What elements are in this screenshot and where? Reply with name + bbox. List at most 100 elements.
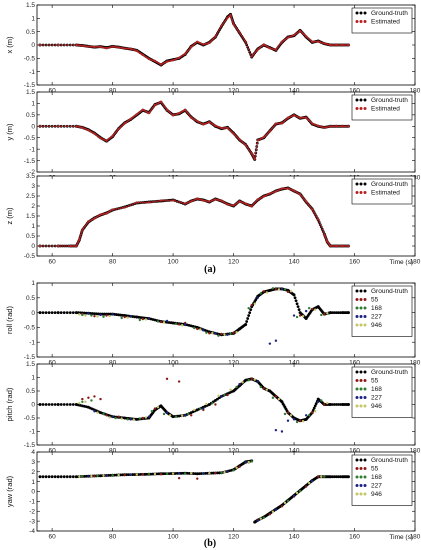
data-point: [165, 472, 169, 475]
y-tick-label: 1: [31, 479, 35, 486]
x-tick-label: 80: [109, 534, 117, 541]
data-point: [250, 460, 253, 463]
data-point: [117, 207, 120, 210]
data-point: [217, 30, 220, 33]
data-point: [50, 311, 54, 314]
y-tick-label: 1.5: [26, 89, 35, 96]
data-point: [96, 315, 99, 318]
x-tick-label: 180: [410, 534, 421, 541]
data-point: [78, 237, 81, 239]
data-point: [187, 472, 191, 475]
data-point: [126, 418, 129, 421]
data-point: [255, 148, 258, 151]
legend-marker: [359, 107, 363, 110]
data-point: [328, 311, 332, 315]
y-tick-label: -1.5: [24, 442, 36, 449]
data-point: [54, 245, 57, 247]
data-point: [254, 154, 257, 157]
data-point: [45, 245, 47, 247]
data-point: [230, 15, 232, 18]
data-point: [245, 43, 248, 46]
data-point: [241, 36, 244, 39]
legend-marker: [355, 370, 359, 374]
data-point: [220, 471, 223, 474]
data-point: [214, 332, 217, 335]
series-168: [81, 379, 323, 424]
data-point: [87, 312, 90, 315]
data-point: [50, 403, 54, 406]
data-point: [294, 299, 298, 303]
data-point: [295, 420, 299, 424]
data-point: [168, 414, 172, 417]
data-point: [144, 318, 148, 321]
data-point: [236, 28, 239, 31]
data-point: [326, 401, 329, 405]
data-point: [56, 403, 60, 406]
x-tick-label: 140: [289, 259, 300, 266]
data-point: [96, 411, 99, 414]
data-point: [59, 475, 63, 479]
x-axis-label: Time (s): [389, 534, 413, 541]
y-tick-label: -1.5: [24, 82, 36, 89]
data-point: [153, 407, 157, 410]
data-point: [123, 473, 126, 477]
data-point: [111, 474, 114, 477]
y-tick-label: 1.5: [26, 2, 35, 9]
data-point: [229, 388, 232, 391]
data-point: [162, 412, 166, 416]
data-point: [274, 339, 278, 342]
data-point: [147, 473, 151, 476]
data-point: [139, 473, 143, 476]
data-point: [151, 472, 155, 476]
y-tick-label: -3: [29, 518, 35, 525]
y-tick-label: 3: [31, 459, 35, 466]
data-point: [246, 45, 249, 48]
data-point: [152, 200, 154, 203]
data-point: [183, 414, 187, 417]
series-168: [81, 287, 323, 337]
data-point: [90, 474, 93, 478]
legend-marker: [363, 379, 367, 382]
legend-marker: [363, 289, 367, 293]
legend-box: [351, 366, 413, 418]
data-point: [105, 314, 108, 317]
series-946: [78, 460, 323, 520]
x-tick-label: 160: [349, 360, 360, 367]
data-point: [347, 244, 350, 248]
data-point: [141, 473, 145, 476]
legend-marker: [359, 484, 363, 487]
data-point: [159, 320, 163, 324]
data-point: [120, 316, 123, 320]
legend-marker: [363, 370, 367, 374]
y-axis-label: x (m): [5, 36, 14, 54]
data-point: [129, 473, 132, 476]
data-point: [90, 399, 93, 402]
data-point: [137, 473, 141, 476]
data-point: [243, 39, 246, 42]
data-point: [50, 475, 54, 479]
data-point: [302, 197, 305, 199]
data-point: [310, 208, 314, 211]
data-point: [193, 408, 196, 412]
data-point: [111, 313, 114, 316]
data-point: [234, 26, 237, 28]
data-point: [67, 245, 70, 247]
data-point: [190, 414, 193, 417]
data-point: [78, 475, 81, 478]
data-point: [250, 377, 253, 381]
data-point: [47, 311, 51, 314]
data-point: [330, 403, 334, 406]
data-point: [247, 306, 250, 310]
legend-marker: [363, 396, 367, 399]
data-point: [334, 311, 338, 314]
data-point: [125, 473, 129, 477]
data-point: [87, 475, 90, 478]
legend-marker: [359, 289, 363, 293]
legend-marker: [359, 306, 363, 310]
data-point: [48, 125, 50, 128]
data-point: [139, 201, 142, 204]
data-point: [81, 397, 84, 401]
y-tick-label: 0.5: [26, 388, 35, 395]
legend-marker: [363, 492, 367, 496]
x-tick-label: 160: [349, 448, 360, 455]
